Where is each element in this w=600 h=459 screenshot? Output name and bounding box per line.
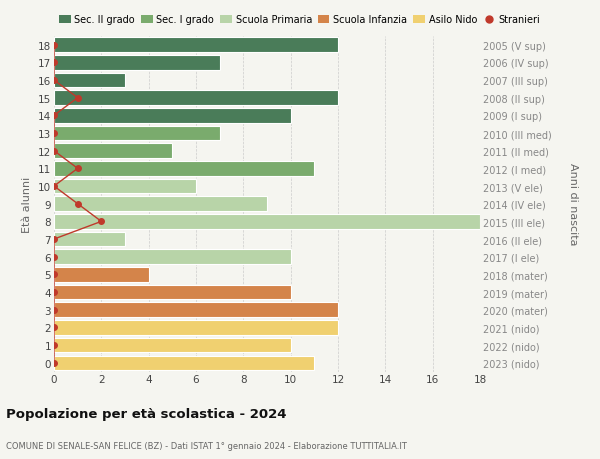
Bar (54, 91, 338, 106)
Legend: Sec. II grado, Sec. I grado, Scuola Primaria, Scuola Infanzia, Asilo Nido, Stran: Sec. II grado, Sec. I grado, Scuola Prim… (59, 15, 540, 25)
Y-axis label: Età alunni: Età alunni (22, 176, 32, 232)
Y-axis label: Anni di nascita: Anni di nascita (568, 163, 578, 246)
Bar (54, 356, 314, 370)
Bar (54, 56, 220, 70)
Bar (54, 162, 314, 176)
Bar (54, 73, 125, 88)
Text: COMUNE DI SENALE-SAN FELICE (BZ) - Dati ISTAT 1° gennaio 2024 - Elaborazione TUT: COMUNE DI SENALE-SAN FELICE (BZ) - Dati … (6, 441, 407, 450)
Text: Popolazione per età scolastica - 2024: Popolazione per età scolastica - 2024 (6, 407, 287, 420)
Bar (54, 127, 220, 141)
Bar (54, 285, 290, 300)
Bar (54, 179, 196, 194)
Bar (54, 215, 480, 229)
Bar (54, 109, 290, 123)
Bar (54, 197, 267, 212)
Bar (54, 144, 172, 158)
Bar (54, 38, 338, 53)
Bar (54, 268, 149, 282)
Bar (54, 303, 338, 317)
Bar (54, 320, 338, 335)
Bar (54, 250, 290, 264)
Bar (54, 232, 125, 247)
Bar (54, 338, 290, 353)
